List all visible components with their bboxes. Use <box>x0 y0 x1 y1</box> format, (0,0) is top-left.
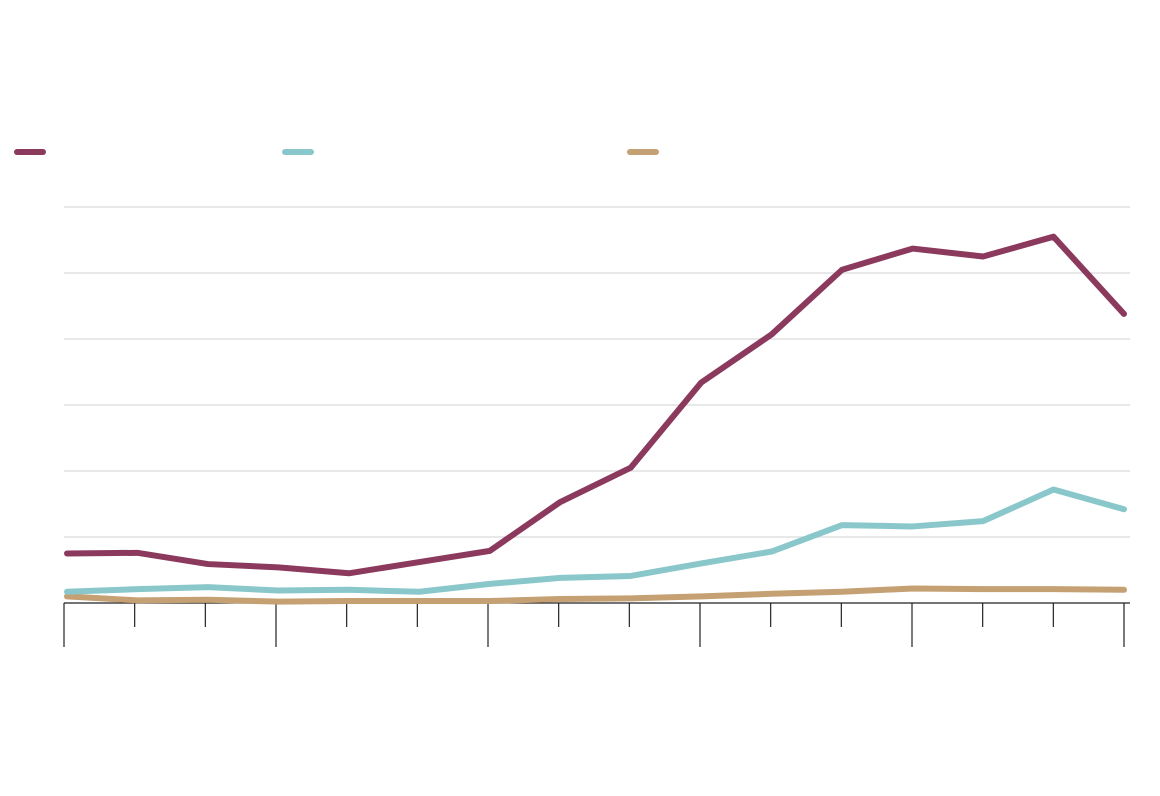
series-line-1 <box>64 233 1127 577</box>
series-line-2 <box>64 486 1127 595</box>
x-axis <box>63 602 1130 647</box>
series-line-3 <box>64 585 1127 605</box>
series-lines <box>64 233 1127 605</box>
y-gridlines <box>64 206 1130 538</box>
